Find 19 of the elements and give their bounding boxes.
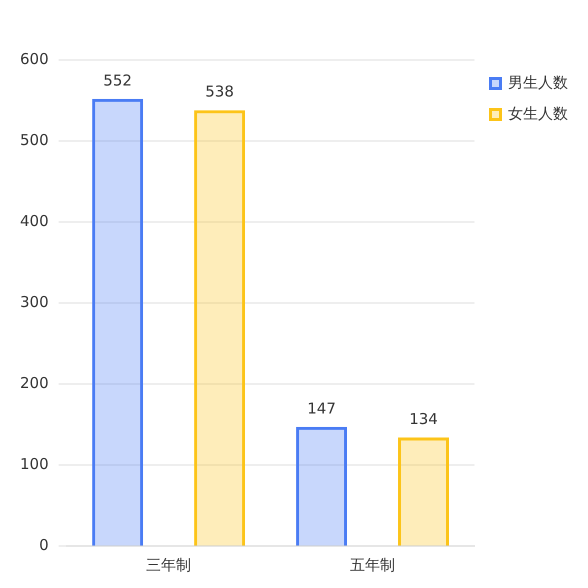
y-tick-label: 0	[39, 536, 49, 554]
bar	[194, 110, 246, 546]
y-tick-label: 500	[20, 130, 49, 149]
legend-label: 女生人数	[508, 104, 568, 122]
y-tick-label: 600	[20, 50, 49, 68]
data-label: 538	[205, 82, 234, 101]
data-label: 147	[307, 399, 336, 418]
y-tick-label: 200	[20, 374, 49, 392]
bar	[398, 437, 450, 546]
data-label: 552	[103, 71, 132, 90]
y-tick-label: 100	[20, 454, 49, 473]
bar	[92, 98, 144, 546]
y-tick-label: 300	[20, 292, 49, 311]
bar	[296, 426, 348, 546]
y-tick-label: 400	[20, 212, 49, 230]
legend-label: 男生人数	[508, 73, 568, 92]
x-tick-label: 三年制	[146, 556, 192, 574]
data-label: 134	[409, 410, 438, 428]
x-tick-label: 五年制	[350, 556, 396, 574]
